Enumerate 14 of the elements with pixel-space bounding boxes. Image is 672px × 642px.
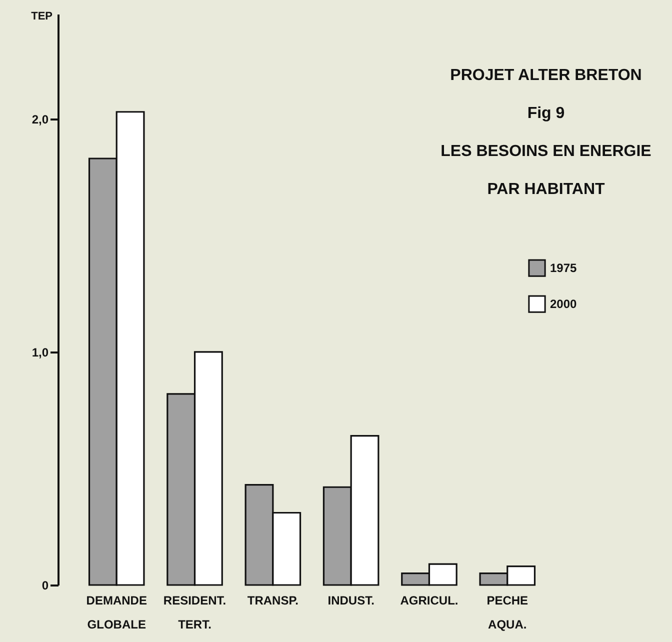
- legend-label: 1975: [550, 261, 578, 275]
- y-tick-label: 2,0: [32, 112, 49, 126]
- text: PROJET ALTER BRETON: [450, 67, 642, 84]
- legend-label: 2000: [550, 297, 578, 311]
- x-tick-label: TRANSP.: [247, 594, 298, 608]
- y-axis-title: TEP: [31, 10, 52, 22]
- x-tick-label: INDUST.: [328, 594, 374, 608]
- x-tick-label: AGRICUL.: [400, 594, 458, 608]
- x-tick-label: PECHE AQUA.: [486, 594, 528, 632]
- y-tick-label: 0: [42, 578, 49, 592]
- x-tick-label: RESIDENT. TERT.: [163, 594, 226, 632]
- y-tick-label: 1,0: [32, 345, 49, 360]
- text: Fig 9 LES BESOINS EN ENERGIE PAR HABITANT: [440, 105, 652, 198]
- x-tick-label: DEMANDE GLOBALE: [86, 594, 147, 632]
